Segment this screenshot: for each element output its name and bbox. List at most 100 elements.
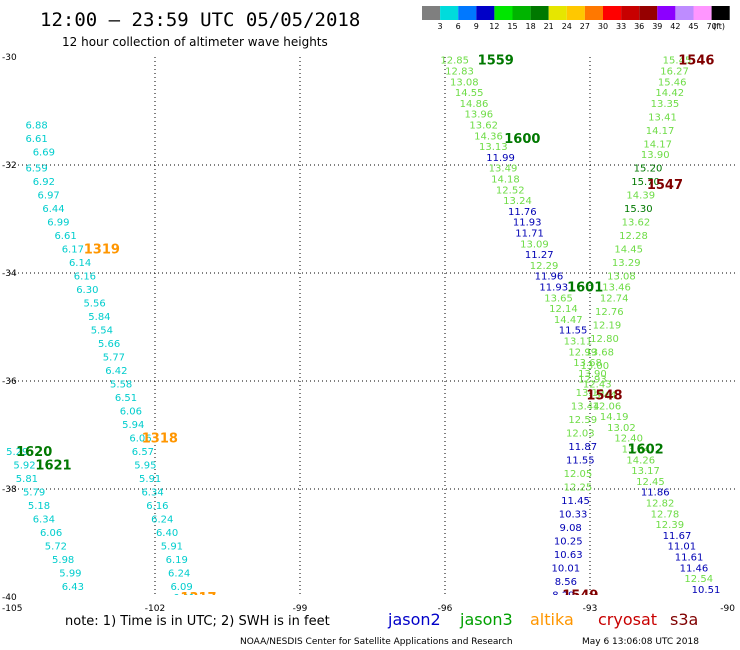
legend-label: 70 [707,22,717,31]
wave-height-value: 7.06 [69,596,91,607]
wave-height-legend: 3 6 9 12 15 18 21 24 27 30 33 36 39 42 45 70 [422,6,730,31]
pass-time-label: 1319 [84,243,120,258]
wave-height-value: 6.59 [25,164,47,175]
wave-height-value: 10.25 [554,536,583,547]
wave-height-value: 5.29 [6,447,28,458]
wave-height-value: 6.24 [151,515,173,526]
wave-height-value: 5.99 [59,569,81,580]
legend-label: 45 [688,22,698,31]
legend-swatch [693,6,712,20]
pass-time-label: 1318 [142,432,178,447]
wave-height-value: 12.28 [619,231,648,242]
pass-time-label: 1549 [562,588,598,603]
wave-height-value: 12.45 [636,477,665,488]
legend-swatch [494,6,513,20]
wave-height-value: 6.51 [115,393,137,404]
wave-height-value: 11.61 [675,553,704,564]
legend-swatch [711,6,730,20]
wave-height-value: 13.35 [651,99,680,110]
wave-height-value: 5.90 [91,636,113,647]
wave-height-value: 6.16 [146,501,168,512]
wave-height-value: 12.78 [651,509,680,520]
wave-height-value: 6.14 [69,258,91,269]
wave-height-value: 12.76 [595,307,624,318]
wave-height-value: 14.36 [474,131,503,142]
wave-height-value: 6.19 [166,555,188,566]
wave-height-value: 6.69 [33,148,55,159]
chart-subtitle: 12 hour collection of altimeter wave hei… [62,35,328,49]
wave-height-value: 15.70 [631,177,660,188]
wave-height-value: 5.58 [110,380,132,391]
wave-height-value: 8.56 [555,577,577,588]
wave-height-value: 6.06 [120,407,142,418]
satellite-jason2: jason2 [387,610,441,629]
wave-height-value: 6.09 [170,582,192,593]
wave-height-value: 6.06 [40,528,62,539]
pass-time-label: 1600 [504,132,540,147]
wave-height-value: 6.97 [38,191,60,202]
pass-time-label: 1621 [35,459,71,474]
y-tick-label: -36 [2,377,17,387]
wave-height-value: 11.67 [663,531,692,542]
wave-height-value: 11.46 [680,563,709,574]
wave-height-value: 14.18 [491,175,520,186]
legend-label: 36 [634,22,644,31]
wave-height-value: 10.01 [552,563,581,574]
legend-swatch [657,6,676,20]
wave-height-value: 6.01 [173,593,195,604]
legend-label: 39 [652,22,662,31]
wave-height-value: 11.93 [513,218,542,229]
wave-height-value: 13.29 [612,258,641,269]
wave-height-value: 11.93 [539,283,568,294]
legend-label: 30 [598,22,608,31]
y-tick-label: -38 [2,485,17,495]
wave-height-value: 11.86 [641,488,670,499]
x-tick-label: -90 [720,604,735,614]
wave-height-value: 12.29 [530,261,559,272]
pass-time-label: 1548 [586,389,622,404]
wave-height-value: 6.61 [25,134,47,145]
legend-swatch [530,6,549,20]
wave-height-value: 8.29 [552,590,574,601]
wave-height-value: 5.66 [98,339,120,350]
y-tick-label: -30 [2,53,17,63]
footer-note: note: 1) Time is in UTC; 2) SWH is in fe… [65,614,330,629]
wave-height-value: 10.33 [559,509,588,520]
satellite-legend: jason2 jason3 altika cryosat s3a [387,610,698,629]
wave-height-value: 5.72 [45,542,67,553]
wave-height-value: 13.62 [469,121,498,132]
wave-height-value: 5.98 [52,555,74,566]
satellite-altika: altika [530,610,574,629]
satellite-jason3: jason3 [459,610,513,629]
wave-height-value: 6.42 [105,366,127,377]
wave-height-value: 14.39 [626,191,655,202]
wave-height-value: 6.40 [156,528,178,539]
wave-height-value: 5.54 [91,326,113,337]
wave-height-value: 13.11 [564,337,593,348]
wave-height-value: 15.20 [634,164,663,175]
wave-height-value: 12.80 [590,334,619,345]
wave-height-value: 14.26 [626,455,655,466]
legend-unit: (ft) [713,22,725,31]
chart-title: 12:00 – 23:59 UTC 05/05/2018 [40,9,360,31]
wave-height-value: 12.06 [593,401,622,412]
wave-height-value: 13.34 [622,445,651,456]
legend-label: 3 [438,22,443,31]
legend-swatch [422,6,441,20]
wave-height-value: 13.08 [607,272,636,283]
wave-height-value: 11.87 [568,442,597,453]
legend-label: 15 [507,22,517,31]
wave-height-value: 5.91 [139,474,161,485]
pass-time-label: 1601 [567,281,603,296]
x-tick-label: -105 [2,604,22,614]
wave-height-value: 11.55 [566,455,595,466]
wave-height-value: 5.91 [161,542,183,553]
wave-height-value: 12.14 [549,304,578,315]
wave-height-value: 14.47 [554,315,583,326]
wave-height-value: 15.30 [624,204,653,215]
wave-height-value: 11.99 [486,153,515,164]
wave-height-value: 13.90 [641,150,670,161]
wave-height-value: 12.83 [445,67,474,78]
legend-swatch [458,6,477,20]
